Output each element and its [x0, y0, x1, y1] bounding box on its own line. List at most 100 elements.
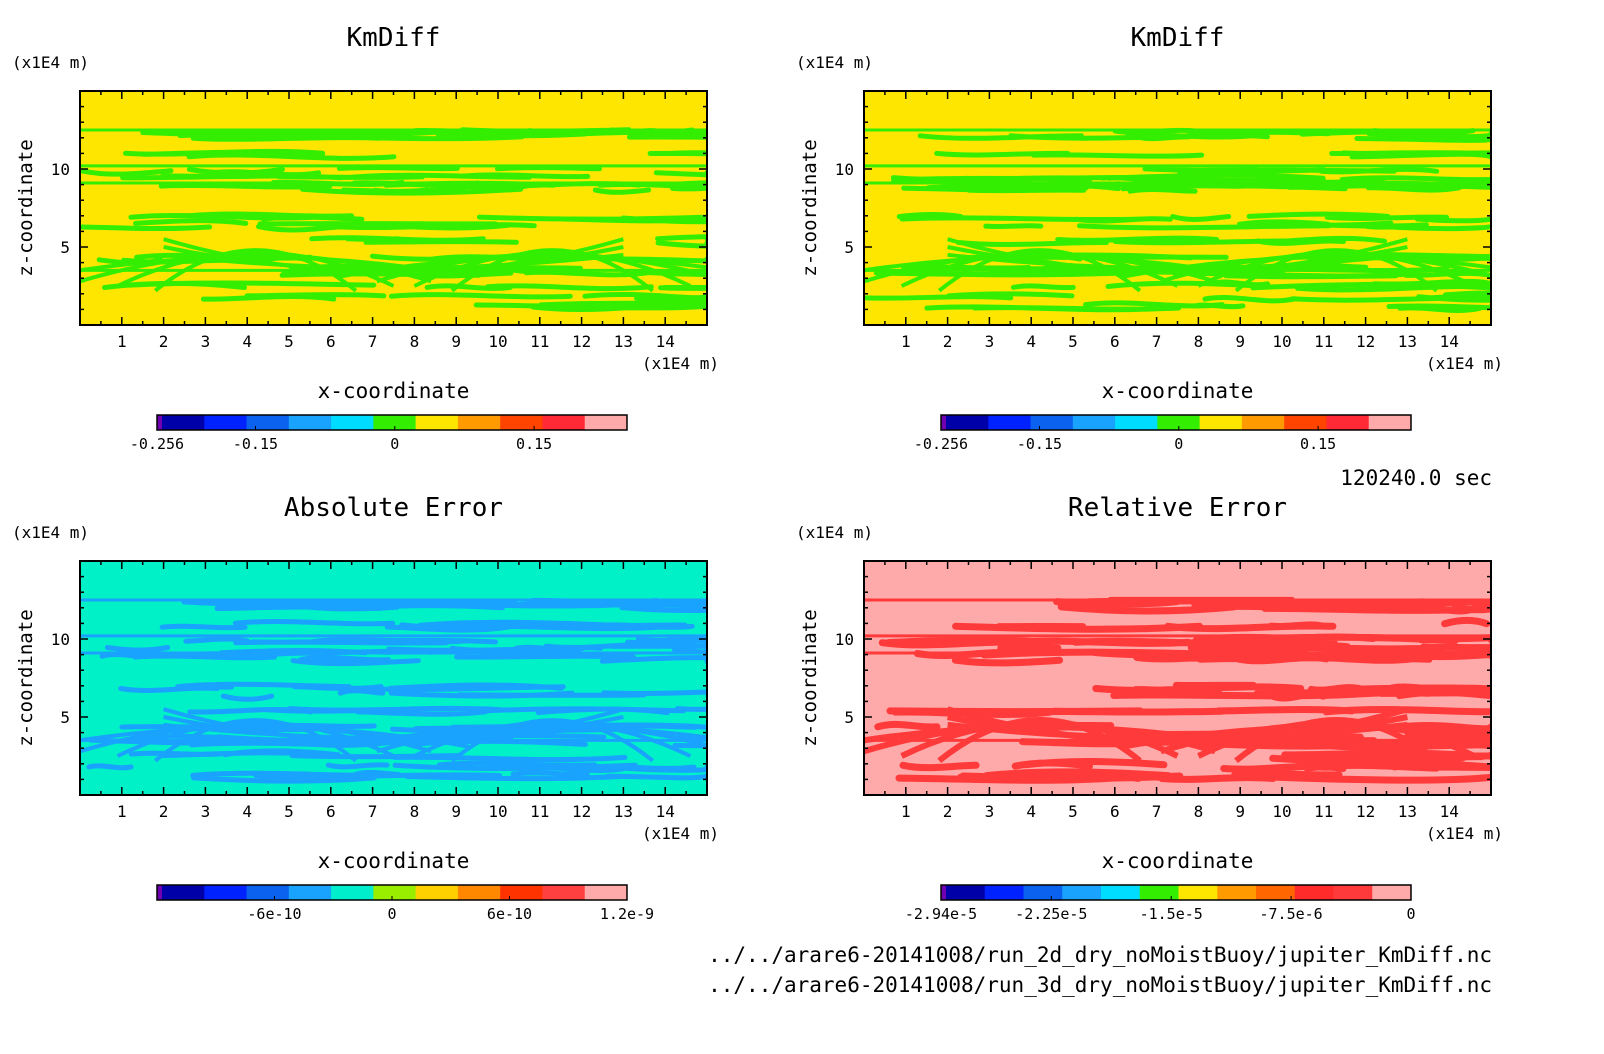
colorbar-swatch [1199, 415, 1243, 430]
colorbar-tick-label: 0 [1406, 905, 1415, 923]
colorbar-swatch [946, 415, 989, 430]
colorbar-swatch [1115, 415, 1158, 430]
x-unit-label: (x1E4 m) [642, 354, 719, 373]
y-tick-label: 10 [835, 160, 854, 179]
x-tick-label: 2 [943, 802, 953, 821]
y-unit-label: (x1E4 m) [12, 53, 89, 72]
colorbar-swatch [500, 885, 543, 900]
x-tick-label: 4 [1026, 802, 1036, 821]
colorbar-swatch [246, 885, 290, 900]
colorbar-swatch [457, 885, 501, 900]
x-tick-label: 14 [1440, 332, 1459, 351]
x-tick-label: 4 [1026, 332, 1036, 351]
x-tick-label: 2 [159, 802, 169, 821]
colorbar-swatch [162, 885, 205, 900]
colorbar-swatch [1372, 885, 1412, 900]
colorbar-swatch [373, 415, 417, 430]
colorbar-swatch [1101, 885, 1141, 900]
x-tick-label: 3 [201, 802, 211, 821]
colorbar-swatch [1062, 885, 1102, 900]
colorbar: -6e-10 0 6e-10 1.2e-9 [156, 884, 654, 923]
colorbar-swatch [457, 415, 501, 430]
colorbar-swatch [157, 885, 163, 900]
colorbar-swatch [1326, 415, 1370, 430]
colorbar-swatch [941, 415, 947, 430]
x-tick-label: 7 [368, 332, 378, 351]
x-axis-label: x-coordinate [1102, 379, 1254, 403]
x-tick-label: 1 [901, 802, 911, 821]
colorbar-tick-label: 0 [1174, 435, 1183, 453]
x-tick-label: 3 [985, 802, 995, 821]
x-tick-label: 14 [1440, 802, 1459, 821]
x-tick-label: 7 [1152, 802, 1162, 821]
colorbar-swatch [246, 415, 290, 430]
colorbar-swatch [941, 885, 947, 900]
colorbar-swatch [1333, 885, 1373, 900]
chart-panel-3: Relative Error(x1E4 m)1 2 3 4 5 6 7 8 9 10 11 12 13 1… [796, 493, 1503, 923]
x-tick-label: 1 [901, 332, 911, 351]
colorbar: -2.94e-5 -2.25e-5 -1.5e-5 -7.5e-6 0 [905, 884, 1416, 923]
x-tick-label: 10 [488, 332, 507, 351]
colorbar-tick-label: -1.5e-5 [1140, 905, 1203, 923]
x-tick-label: 3 [201, 332, 211, 351]
x-tick-label: 10 [1272, 802, 1291, 821]
colorbar-swatch [542, 885, 586, 900]
x-tick-label: 9 [1235, 332, 1245, 351]
colorbar-swatch [984, 885, 1024, 900]
x-tick-label: 11 [1314, 332, 1333, 351]
plot-area [80, 91, 707, 325]
colorbar-swatch [204, 885, 248, 900]
y-tick-label: 5 [60, 708, 70, 727]
colorbar-tick-label: -0.256 [130, 435, 184, 453]
colorbar-swatch [1023, 885, 1063, 900]
colorbar-tick-label: 1.2e-9 [600, 905, 654, 923]
colorbar-tick-label: -6e-10 [247, 905, 301, 923]
colorbar-swatch [204, 415, 248, 430]
colorbar-swatch [288, 885, 332, 900]
y-axis-label: z-coordinate [799, 139, 821, 276]
chart-panel-2: Absolute Error(x1E4 m)1 2 3 4 5 6 7 8 9 10 11 12 13 1… [12, 493, 719, 923]
x-unit-label: (x1E4 m) [1426, 824, 1503, 843]
colorbar-swatch [1294, 885, 1334, 900]
colorbar-tick-label: 0.15 [516, 435, 552, 453]
x-tick-label: 5 [284, 332, 294, 351]
colorbar-swatch [1217, 885, 1257, 900]
colorbar-swatch [1072, 415, 1116, 430]
colorbar-swatch [373, 885, 417, 900]
y-tick-label: 10 [835, 630, 854, 649]
x-tick-label: 8 [1194, 802, 1204, 821]
colorbar-tick-label: -0.256 [914, 435, 968, 453]
x-unit-label: (x1E4 m) [1426, 354, 1503, 373]
colorbar-swatch [946, 885, 986, 900]
x-tick-label: 8 [410, 802, 420, 821]
y-tick-label: 5 [60, 238, 70, 257]
colorbar-tick-label: 0 [390, 435, 399, 453]
x-tick-label: 6 [326, 332, 336, 351]
x-tick-label: 5 [1068, 332, 1078, 351]
x-tick-label: 5 [284, 802, 294, 821]
colorbar-swatch [1241, 415, 1285, 430]
x-tick-label: 8 [1194, 332, 1204, 351]
file-path-2: ../../arare6-20141008/run_3d_dry_noMoist… [708, 973, 1492, 997]
y-unit-label: (x1E4 m) [796, 523, 873, 542]
plot-area [80, 561, 707, 795]
x-tick-label: 10 [1272, 332, 1291, 351]
x-tick-label: 6 [326, 802, 336, 821]
x-tick-label: 4 [242, 332, 252, 351]
colorbar-swatch [1178, 885, 1218, 900]
colorbar-swatch [1284, 415, 1327, 430]
y-tick-label: 5 [844, 708, 854, 727]
chart-title: Absolute Error [284, 493, 503, 523]
x-tick-label: 5 [1068, 802, 1078, 821]
chart-title: KmDiff [347, 23, 441, 53]
colorbar-tick-label: -2.25e-5 [1015, 905, 1087, 923]
colorbar-swatch [331, 415, 374, 430]
x-tick-label: 7 [1152, 332, 1162, 351]
colorbar-swatch [331, 885, 374, 900]
colorbar-swatch [162, 415, 205, 430]
x-tick-label: 6 [1110, 802, 1120, 821]
colorbar-swatch [1030, 415, 1074, 430]
x-tick-label: 12 [1356, 802, 1375, 821]
x-tick-label: 1 [117, 332, 127, 351]
x-tick-label: 13 [614, 802, 633, 821]
